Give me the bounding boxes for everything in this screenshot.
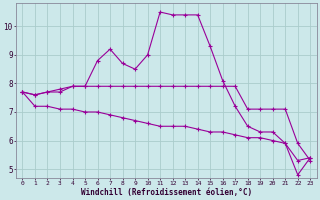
X-axis label: Windchill (Refroidissement éolien,°C): Windchill (Refroidissement éolien,°C) [81,188,252,197]
